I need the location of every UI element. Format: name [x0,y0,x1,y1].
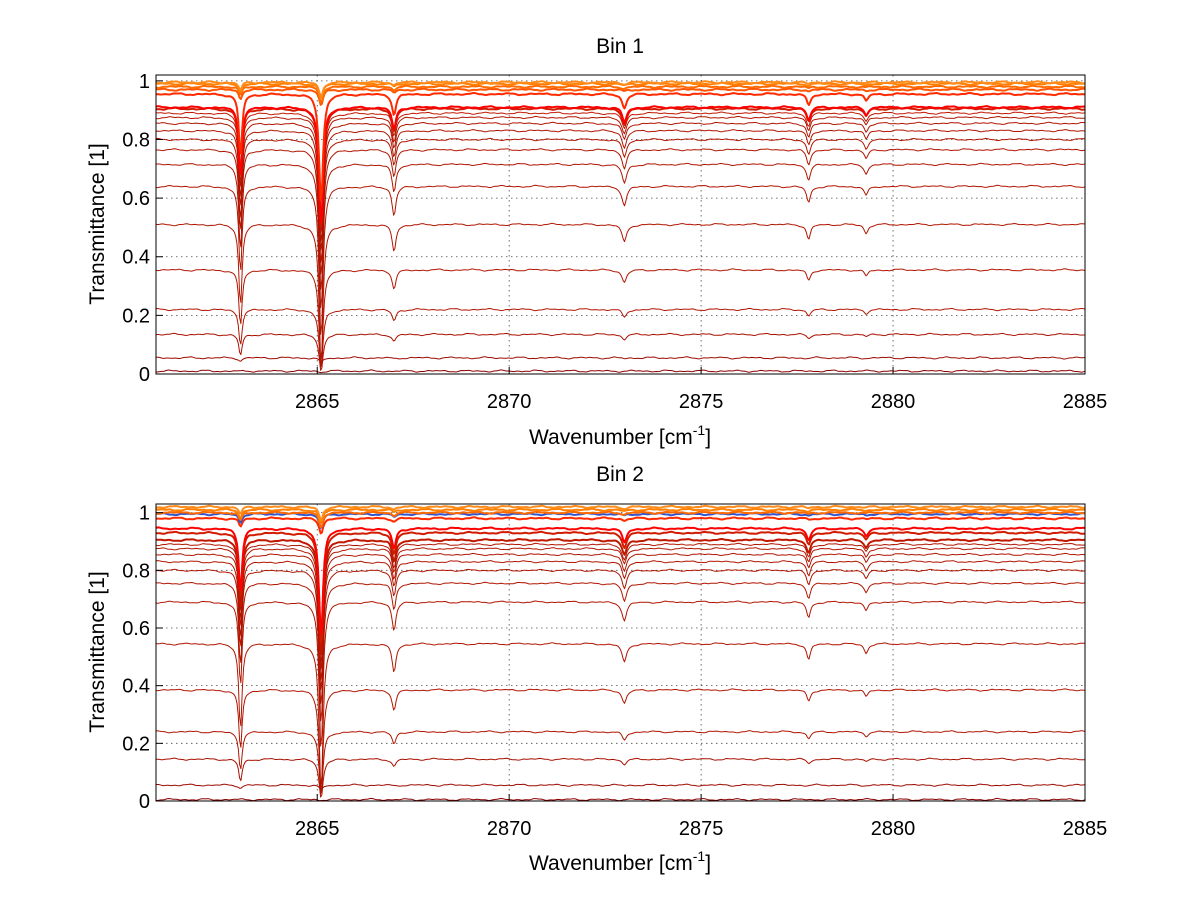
x-tick-label: 2875 [679,391,724,413]
y-tick-label: 0.6 [122,188,150,210]
y-tick-labels: 0 0.2 0.4 0.6 0.8 1 [122,503,163,813]
spectrum-line [155,111,1086,234]
spectrum-line [155,80,1086,98]
spectrum-line [155,105,1086,224]
x-tick-label: 2870 [487,818,532,840]
spectrum-line [155,560,1086,691]
x-axis-label: Wavenumber [cm-1] [529,848,711,875]
series-lines [155,80,1086,374]
spectrum-line [155,526,1086,635]
spectrum-line [156,369,1086,374]
spectrum-line [155,222,1085,361]
y-tick-label: 0.4 [122,247,150,269]
y-tick-label: 1 [139,71,150,93]
y-tick-label: 0.4 [122,676,150,698]
y-tick-label: 0 [139,364,150,386]
y-tick-label: 0 [139,791,150,813]
spectrum-line [155,87,1086,106]
spectrum-line [155,129,1086,263]
spectrum-line [155,730,1086,795]
plot-bin-1: Bin 1 2865 2870 2875 2880 2885 0 0.2 0.4 0.6 0.8… [86,35,1107,449]
spectrum-line [156,268,1086,366]
x-tick-label: 2865 [295,391,340,413]
y-tick-label: 1 [139,503,150,525]
spectrum-line [155,356,1086,363]
x-tick-label: 2880 [871,391,916,413]
spectrum-line [155,84,1086,104]
y-tick-label: 0.6 [122,618,150,640]
spectrum-line [155,600,1086,747]
x-axis-label: Wavenumber [cm-1] [529,422,711,449]
axes-frame [155,503,1086,802]
spectrum-line [156,530,1086,644]
spectrum-line [155,91,1086,201]
spectrum-line [155,504,1086,521]
spectrum-line [155,184,1086,335]
spectrum-line [156,581,1086,722]
spectrum-line [155,516,1086,535]
x-tick-label: 2865 [295,818,340,840]
spectrum-line [156,162,1086,309]
series-lines [155,504,1086,802]
y-tick-labels: 0 0.2 0.4 0.6 0.8 1 [122,71,163,386]
spectrum-line [155,512,1086,529]
spectrum-line [155,642,1086,787]
spectrum-line [155,757,1086,798]
spectrum-line [156,783,1086,790]
y-tick-label: 0.8 [122,560,150,582]
spectrum-line [156,688,1086,793]
x-tick-label: 2880 [871,818,916,840]
x-tick-label: 2875 [679,818,724,840]
y-tick-label: 0.8 [122,129,150,151]
x-tick-labels: 2865 2870 2875 2880 2885 [295,367,1107,413]
spectrum-line [155,137,1086,275]
spectrum-line [155,542,1086,664]
y-axis-label: Transmittance [1] [86,143,109,304]
x-tick-label: 2885 [1063,818,1108,840]
plot-title: Bin 1 [596,35,644,58]
spectrum-line [155,547,1086,671]
spectrum-line [155,332,1086,371]
y-axis-label: Transmittance [1] [86,571,109,732]
x-tick-label: 2870 [487,391,532,413]
x-tick-label: 2885 [1063,391,1108,413]
spectrum-line [155,510,1086,529]
spectrum-line [155,121,1086,251]
y-tick-label: 0.2 [122,733,150,755]
spectrum-line [155,507,1086,524]
spectrum-line [155,307,1086,368]
axes-frame [155,74,1086,375]
spectrum-line [155,538,1086,656]
spectrum-line [156,797,1086,802]
x-tick-labels: 2865 2870 2875 2880 2885 [295,794,1107,840]
plot-bin-2: Bin 2 2865 2870 2875 2880 2885 0 0.2 0.4 0.6 0.8… [86,463,1107,875]
spectrum-line [155,148,1085,290]
y-tick-label: 0.2 [122,305,150,327]
spectrum-line [156,106,1086,227]
spectrum-line [155,115,1086,242]
spectrum-line [155,552,1086,681]
spectrum-line [155,568,1085,704]
plot-title: Bin 2 [596,463,644,486]
